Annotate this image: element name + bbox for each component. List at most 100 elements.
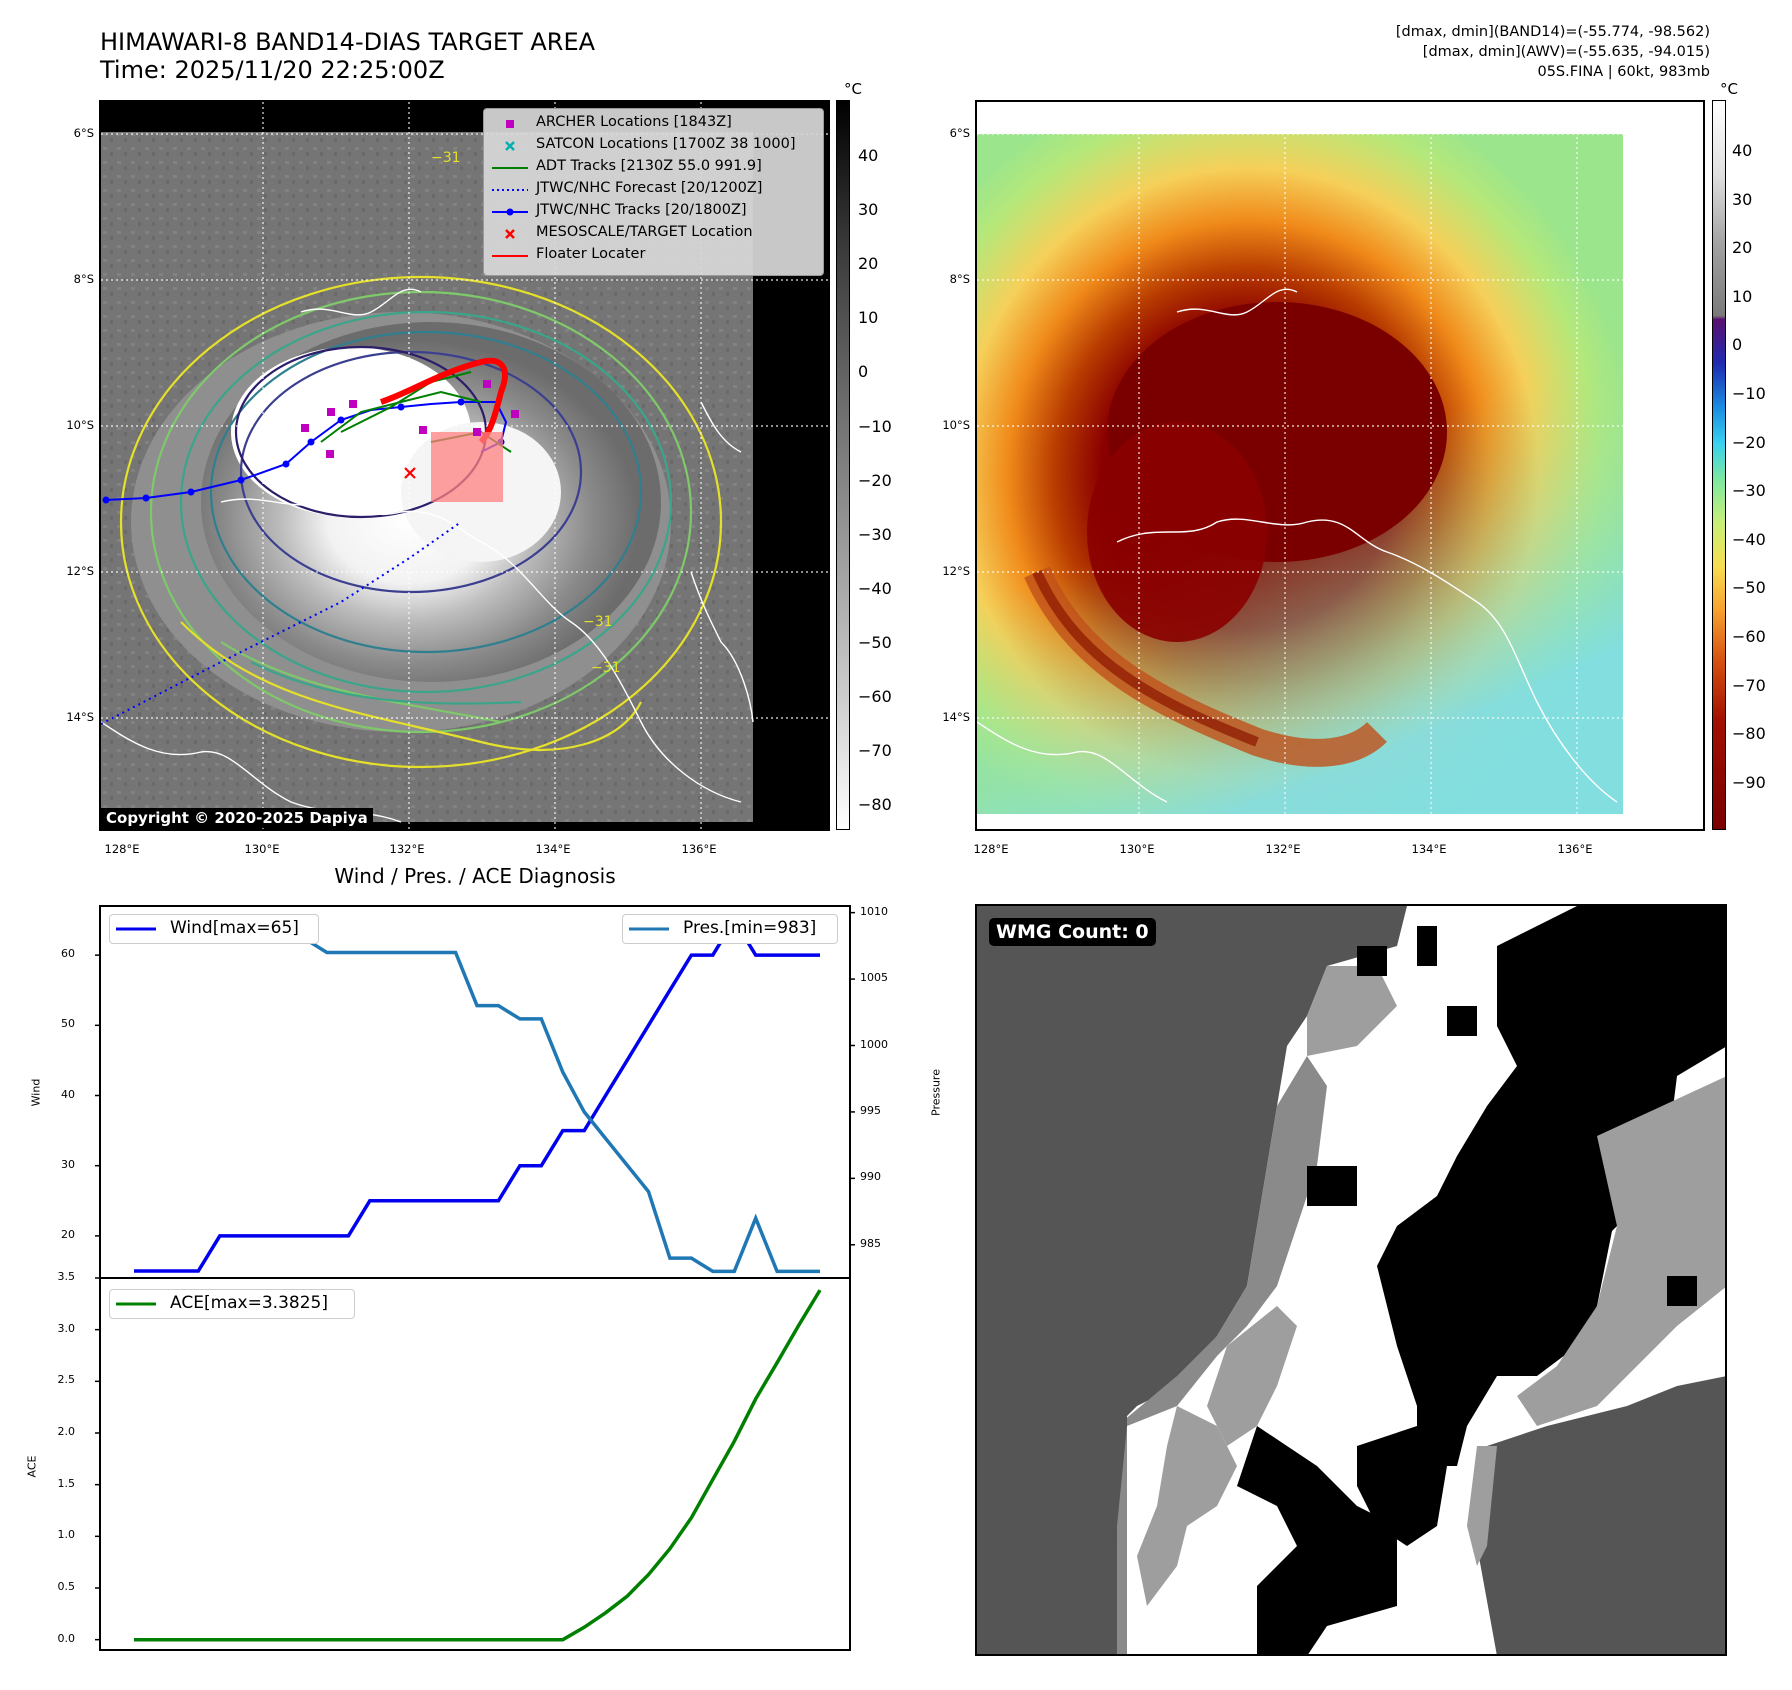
awv-colorbar-tick: −80 (1732, 724, 1766, 744)
awv-colorbar (1712, 100, 1726, 830)
awv-colorbar-tick: 10 (1732, 286, 1753, 306)
lon-label: 132°E (1265, 842, 1301, 856)
ir-colorbar-tick: 10 (858, 308, 879, 328)
diag-title: Wind / Pres. / ACE Diagnosis (334, 864, 616, 888)
lat-label: 6°S (949, 126, 970, 140)
lat-label: 14°S (66, 710, 94, 724)
lon-label: 130°E (244, 842, 280, 856)
legend-item-satcon: SATCON Locations [1700Z 38 1000] (484, 135, 823, 157)
awv-map-image (977, 102, 1703, 829)
lat-label: 8°S (949, 272, 970, 286)
ir-colorbar-tick: 0 (858, 362, 869, 382)
ace-tick-label: 3.0 (57, 1321, 76, 1335)
pressure-axis-label: Pressure (929, 1069, 943, 1116)
ir-map-panel: −31 −31 −31 ARCHER Locations [1843Z] SAT… (99, 100, 830, 831)
pressure-tick-label: 1000 (860, 1037, 888, 1051)
ir-colorbar-unit: °C (844, 80, 862, 98)
ir-colorbar-tick: −30 (858, 524, 892, 544)
ir-colorbar (836, 100, 850, 830)
stats-band14: [dmax, dmin](BAND14)=(-55.774, -98.562) (1395, 24, 1710, 40)
contour-label: −31 (431, 150, 461, 166)
wind-series-line (134, 916, 820, 1273)
wind-tick-label: 20 (61, 1227, 75, 1241)
stats-awv: [dmax, dmin](AWV)=(-55.635, -94.015) (1422, 44, 1710, 60)
lat-label: 8°S (73, 272, 94, 286)
wmg-panel: WMG Count: 0 (975, 904, 1727, 1656)
ir-colorbar-tick: −70 (858, 741, 892, 761)
legend-item-archer: ARCHER Locations [1843Z] (484, 113, 823, 135)
wmg-image (977, 906, 1725, 1654)
awv-colorbar-tick: −60 (1732, 627, 1766, 646)
contour-label: −31 (591, 660, 621, 676)
lat-label: 10°S (66, 418, 94, 432)
contour-label: −31 (583, 614, 613, 630)
pressure-tick-label: 985 (860, 1236, 881, 1250)
lat-label: 6°S (73, 126, 94, 140)
wind-tick-label: 50 (61, 1017, 75, 1031)
ir-colorbar-tick: 20 (858, 254, 879, 274)
map-legend: ARCHER Locations [1843Z] SATCON Location… (483, 108, 824, 276)
awv-colorbar-tick: 40 (1732, 141, 1753, 160)
ace-tick-label: 3.5 (57, 1270, 76, 1283)
ace-tick-label: 1.0 (57, 1528, 76, 1542)
ace-tick-label: 0.0 (57, 1631, 76, 1645)
ace-series-line (134, 1289, 822, 1642)
ace-tick-label: 2.5 (57, 1373, 76, 1387)
lat-label: 14°S (942, 710, 970, 724)
lat-label: 10°S (942, 418, 970, 432)
pressure-tick-label: 1005 (860, 971, 888, 985)
awv-colorbar-tick: −70 (1732, 675, 1766, 695)
ace-tick-label: 2.0 (57, 1425, 76, 1438)
legend-item-tracks: JTWC/NHC Tracks [20/1800Z] (484, 201, 823, 223)
lon-label: 128°E (973, 842, 1009, 856)
ir-colorbar-tick: 40 (858, 146, 879, 165)
lon-label: 134°E (535, 842, 571, 856)
ace-axis-label: ACE (25, 1455, 39, 1478)
awv-colorbar-tick: −50 (1732, 578, 1766, 598)
wind-tick-label: 60 (61, 947, 75, 961)
legend-item-mesoscale: MESOSCALE/TARGET Location (484, 223, 823, 245)
lon-label: 128°E (104, 842, 140, 856)
wind-tick-label: 30 (61, 1157, 75, 1171)
ir-colorbar-tick: 30 (858, 200, 879, 220)
lat-label: 12°S (66, 564, 94, 578)
legend-item-floater: Floater Locater (492, 246, 646, 262)
ace-tick-label: 0.5 (57, 1580, 76, 1593)
legend-item-forecast: JTWC/NHC Forecast [20/1200Z] (492, 180, 763, 196)
copyright-badge: Copyright © 2020-2025 Dapiya (101, 808, 373, 828)
wind-legend: Wind[max=65] (109, 914, 319, 944)
wind-tick-label: 40 (61, 1087, 75, 1101)
ace-tick-label: 1.5 (57, 1476, 76, 1490)
wind-plot-frame (99, 905, 851, 1279)
ir-colorbar-tick: −20 (858, 470, 892, 490)
ir-colorbar-tick: −40 (858, 578, 892, 598)
awv-colorbar-tick: −20 (1732, 432, 1766, 452)
stats-text: [dmax, dmin](BAND14)=(-55.774, -98.562) … (1396, 22, 1710, 82)
awv-colorbar-tick: −30 (1732, 481, 1766, 501)
pressure-legend: Pres.[min=983] (622, 914, 838, 944)
legend-item-adt: ADT Tracks [2130Z 55.0 991.9] (492, 158, 762, 174)
awv-colorbar-tick: 0 (1732, 335, 1743, 355)
lon-label: 134°E (1411, 842, 1447, 856)
ir-colorbar-tick: −10 (858, 416, 892, 436)
awv-colorbar-tick: −40 (1732, 529, 1766, 549)
figure-title: HIMAWARI-8 BAND14-DIAS TARGET AREA Time:… (100, 28, 596, 84)
lon-label: 136°E (681, 842, 717, 856)
ir-colorbar-tick: −80 (858, 795, 892, 815)
ir-colorbar-tick: −50 (858, 632, 892, 652)
awv-map-panel (975, 100, 1705, 831)
ace-legend: ACE[max=3.3825] (109, 1289, 355, 1319)
lon-label: 132°E (389, 842, 425, 856)
diag-chart (95, 905, 855, 1651)
pressure-series-line (134, 924, 820, 1274)
wmg-count-badge: WMG Count: 0 (989, 918, 1156, 946)
awv-colorbar-tick: −90 (1732, 772, 1766, 792)
awv-colorbar-tick: −10 (1732, 384, 1766, 403)
pressure-tick-label: 990 (860, 1170, 881, 1184)
awv-colorbar-tick: 30 (1732, 189, 1753, 209)
pressure-tick-label: 1010 (860, 904, 888, 918)
lon-label: 136°E (1557, 842, 1593, 856)
ace-plot-frame (99, 1277, 851, 1651)
storm-info: 05S.FINA | 60kt, 983mb (1537, 64, 1710, 80)
lon-label: 130°E (1119, 842, 1155, 856)
